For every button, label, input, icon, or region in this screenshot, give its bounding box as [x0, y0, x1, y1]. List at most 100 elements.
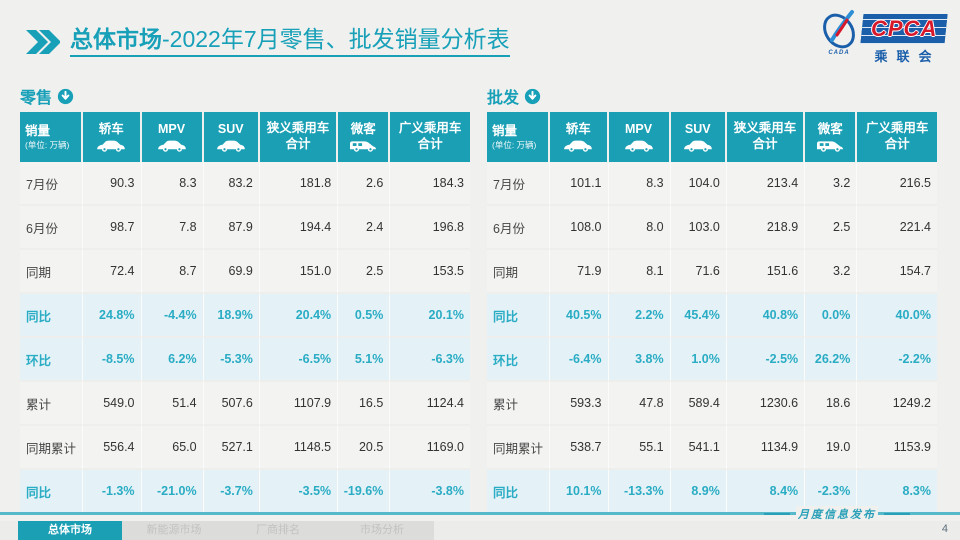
cell-value: 18.9% [203, 294, 260, 338]
row-label: 同期 [487, 250, 550, 294]
column-header-mpv: MPV [608, 112, 671, 162]
cell-value: 3.2 [805, 162, 858, 206]
tab-oem-ranking[interactable]: 厂商排名 [226, 521, 330, 540]
cell-value: 40.5% [550, 294, 609, 338]
table-row: 同期累计 538.7 55.1 541.1 1134.9 19.0 1153.9 [487, 426, 937, 470]
cpca-logo: CADA CPCA 乘联会 [818, 8, 948, 68]
cell-value: 103.0 [670, 206, 727, 250]
table-row: 环比 -8.5% 6.2% -5.3% -6.5% 5.1% -6.3% [20, 338, 470, 382]
cell-value: -8.5% [83, 338, 142, 382]
table-row: 6月份 98.7 7.8 87.9 194.4 2.4 196.8 [20, 206, 470, 250]
table-row: 累计 549.0 51.4 507.6 1107.9 16.5 1124.4 [20, 382, 470, 426]
cell-value: 8.1 [608, 250, 671, 294]
cell-value: 8.0 [608, 206, 671, 250]
row-label: 环比 [487, 338, 550, 382]
cell-value: -3.8% [390, 470, 470, 514]
cell-value: -2.2% [857, 338, 937, 382]
column-header-microvan: 微客 [338, 112, 391, 162]
column-header-sedan: 轿车 [550, 112, 609, 162]
cpca-brand-cn: 乘联会 [874, 49, 941, 64]
cell-value: -1.3% [83, 470, 142, 514]
cpca-brand-box: CPCA [860, 14, 948, 44]
tab-nev-market[interactable]: 新能源市场 [122, 521, 226, 540]
cell-value: 8.9% [670, 470, 727, 514]
table-row: 7月份 101.1 8.3 104.0 213.4 3.2 216.5 [487, 162, 937, 206]
row-label: 同比 [20, 294, 83, 338]
cell-value: 24.8% [83, 294, 142, 338]
cpca-brand-text: CPCA [870, 16, 938, 41]
cell-value: 104.0 [670, 162, 727, 206]
footer-accent-line [0, 512, 960, 515]
cell-value: -6.3% [390, 338, 470, 382]
note-dash-left [764, 513, 790, 515]
cell-value: 527.1 [203, 426, 260, 470]
note-dash-right [884, 513, 910, 515]
tab-market-analysis[interactable]: 市场分析 [330, 521, 434, 540]
cell-value: 541.1 [670, 426, 727, 470]
cell-value: 593.3 [550, 382, 609, 426]
cell-value: 1153.9 [857, 426, 937, 470]
table-row: 同期 71.9 8.1 71.6 151.6 3.2 154.7 [487, 250, 937, 294]
cell-value: 72.4 [83, 250, 142, 294]
footer-bar: 总体市场 新能源市场 厂商排名 市场分析 [0, 521, 960, 540]
footer-tabs: 总体市场 新能源市场 厂商排名 市场分析 [18, 521, 434, 540]
tab-overall-market[interactable]: 总体市场 [18, 521, 122, 540]
cell-value: 1249.2 [857, 382, 937, 426]
down-arrow-circle-icon [524, 88, 541, 104]
sedan-icon [97, 140, 126, 152]
page-title: 总体市场-2022年7月零售、批发销量分析表 [70, 26, 510, 57]
cpca-emblem-icon: CADA [818, 8, 860, 60]
row-label: 7月份 [20, 162, 83, 206]
cell-value: 5.1% [338, 338, 391, 382]
cell-value: 45.4% [670, 294, 727, 338]
down-arrow-circle-icon [57, 88, 74, 104]
cell-value: 221.4 [857, 206, 937, 250]
cell-value: 8.7 [141, 250, 204, 294]
cell-value: 2.5 [805, 206, 858, 250]
cell-value: -6.5% [259, 338, 339, 382]
column-header-suv: SUV [670, 112, 727, 162]
cell-value: 1107.9 [259, 382, 339, 426]
cell-value: 1148.5 [259, 426, 339, 470]
sales-label: 销量 [25, 123, 51, 138]
column-header-sales: 销量 (单位: 万辆) [20, 112, 83, 162]
cell-value: 2.6 [338, 162, 391, 206]
cell-value: 69.9 [203, 250, 260, 294]
cell-value: 108.0 [550, 206, 609, 250]
row-label: 同期累计 [20, 426, 83, 470]
cell-value: 1134.9 [726, 426, 806, 470]
column-header-total-5: 广义乘用车 合计 [390, 112, 470, 162]
cell-value: 83.2 [203, 162, 260, 206]
cell-value: 538.7 [550, 426, 609, 470]
row-label: 6月份 [20, 206, 83, 250]
table-row: 同比 -1.3% -21.0% -3.7% -3.5% -19.6% -3.8% [20, 470, 470, 514]
microvan-icon [350, 141, 377, 152]
cell-value: 51.4 [141, 382, 204, 426]
cell-value: -6.4% [550, 338, 609, 382]
cell-value: 194.4 [259, 206, 339, 250]
column-header-total-3: 狭义乘用车 合计 [259, 112, 339, 162]
cell-value: 218.9 [726, 206, 806, 250]
cpca-wordmark: CPCA 乘联会 [860, 8, 948, 65]
wholesale-section-head: 批发 [487, 84, 937, 108]
cell-value: 154.7 [857, 250, 937, 294]
cell-value: 3.2 [805, 250, 858, 294]
row-label: 同比 [487, 470, 550, 514]
cell-value: 40.0% [857, 294, 937, 338]
mpv-icon [624, 140, 653, 152]
double-chevron-icon [26, 29, 60, 54]
cell-value: 216.5 [857, 162, 937, 206]
cell-value: 87.9 [203, 206, 260, 250]
emblem-caption: CADA [828, 50, 850, 56]
cell-value: 8.4% [726, 470, 806, 514]
cell-value: 1230.6 [726, 382, 806, 426]
cell-value: 2.5 [338, 250, 391, 294]
column-header-total-3: 狭义乘用车 合计 [726, 112, 806, 162]
wholesale-panel: 批发 销量 (单位: 万辆) 轿车 MPV SUV 狭义乘用车 合计 微客 广义乘用车 合计 7月份… [487, 84, 937, 514]
column-header-sedan: 轿车 [83, 112, 142, 162]
cell-value: 7.8 [141, 206, 204, 250]
table-row: 7月份 90.3 8.3 83.2 181.8 2.6 184.3 [20, 162, 470, 206]
cell-value: 98.7 [83, 206, 142, 250]
column-header-microvan: 微客 [805, 112, 858, 162]
cell-value: 65.0 [141, 426, 204, 470]
